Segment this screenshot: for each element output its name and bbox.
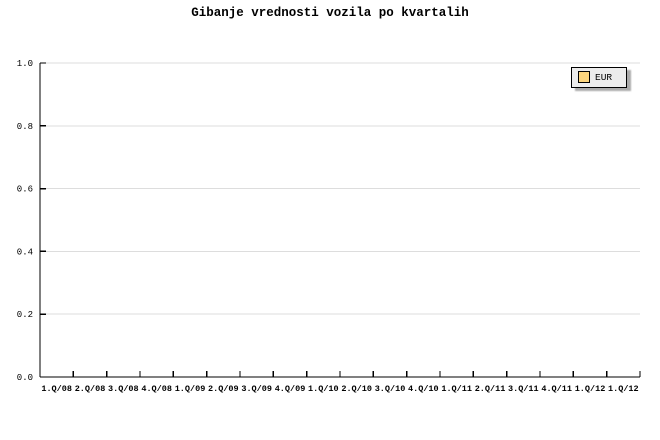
svg-text:2.Q/09: 2.Q/09 (208, 384, 239, 394)
svg-text:1.Q/12: 1.Q/12 (575, 384, 606, 394)
svg-text:3.Q/11: 3.Q/11 (508, 384, 539, 394)
svg-text:2.Q/10: 2.Q/10 (341, 384, 372, 394)
svg-text:3.Q/09: 3.Q/09 (241, 384, 272, 394)
svg-text:1.Q/08: 1.Q/08 (41, 384, 72, 394)
svg-text:4.Q/10: 4.Q/10 (408, 384, 439, 394)
svg-text:0.4: 0.4 (17, 247, 33, 257)
svg-text:2.Q/08: 2.Q/08 (75, 384, 106, 394)
svg-text:0.2: 0.2 (17, 310, 33, 320)
svg-text:0.8: 0.8 (17, 122, 33, 132)
svg-text:4.Q/09: 4.Q/09 (275, 384, 306, 394)
svg-text:0.0: 0.0 (17, 373, 33, 383)
svg-text:0.6: 0.6 (17, 185, 33, 195)
svg-text:1.Q/11: 1.Q/11 (441, 384, 472, 394)
svg-text:1.0: 1.0 (17, 59, 33, 69)
svg-text:2.Q/11: 2.Q/11 (475, 384, 506, 394)
svg-text:1.Q/12: 1.Q/12 (608, 384, 639, 394)
svg-text:3.Q/08: 3.Q/08 (108, 384, 139, 394)
svg-text:1.Q/09: 1.Q/09 (175, 384, 206, 394)
svg-text:3.Q/10: 3.Q/10 (375, 384, 406, 394)
svg-text:1.Q/10: 1.Q/10 (308, 384, 339, 394)
svg-text:4.Q/08: 4.Q/08 (141, 384, 172, 394)
svg-text:4.Q/11: 4.Q/11 (541, 384, 572, 394)
